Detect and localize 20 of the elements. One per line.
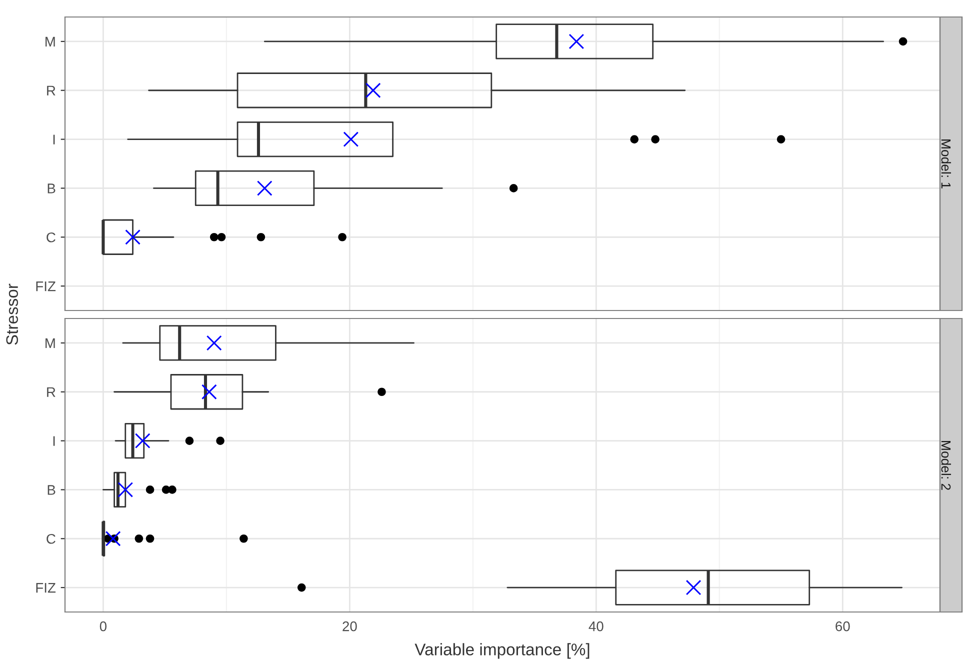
y-tick-label: R (47, 387, 56, 397)
y-tick-label: B (48, 184, 56, 194)
y-tick-label: I (53, 134, 55, 144)
y-tick-label: C (46, 534, 56, 544)
text: Model: 1 (941, 140, 951, 188)
y-tick-label: FIZ (36, 282, 56, 292)
y-tick-label: M (46, 36, 55, 46)
y-tick-label: M (46, 338, 55, 348)
x-tick-label: 20 (342, 621, 357, 632)
text: Model: 2 (941, 441, 951, 490)
y-tick-label: R (47, 86, 56, 96)
y-tick-label: FIZ (36, 583, 56, 593)
y-tick-label: I (53, 436, 55, 446)
x-tick-label: 60 (836, 621, 850, 632)
y-tick-label: C (46, 232, 56, 242)
y-tick-label: B (48, 485, 56, 495)
y-axis-title: Stressor (6, 284, 18, 345)
x-tick-label: 40 (588, 621, 604, 632)
x-axis-title: Variable importance [%] (414, 643, 590, 659)
x-tick-label: 0 (100, 621, 107, 632)
